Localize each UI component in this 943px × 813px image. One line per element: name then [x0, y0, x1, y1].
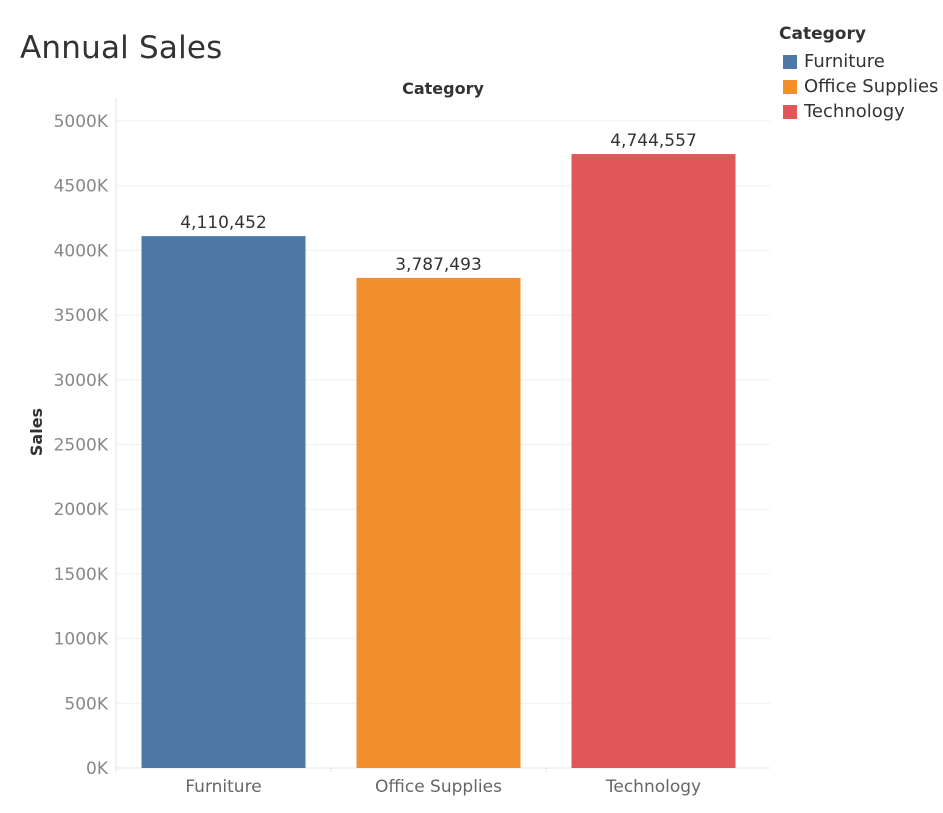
y-tick-label: 500K	[64, 694, 108, 714]
x-tick-label: Technology	[605, 777, 701, 797]
legend-swatch-office-supplies	[783, 79, 797, 94]
legend-label: Office Supplies	[804, 76, 939, 97]
legend-title: Category	[779, 24, 866, 44]
y-tick-label: 0K	[86, 759, 109, 779]
y-tick-label: 5000K	[54, 112, 109, 132]
bar-value-label: 4,110,452	[180, 213, 267, 233]
y-tick-label: 2500K	[54, 436, 109, 456]
chart-title: Annual Sales	[20, 30, 223, 66]
x-tick-label: Furniture	[185, 777, 261, 797]
legend-item-technology[interactable]: Technology	[779, 99, 941, 124]
y-tick-label: 3500K	[54, 306, 109, 326]
legend-label: Technology	[804, 101, 905, 122]
bar-value-label: 3,787,493	[395, 255, 482, 275]
legend-swatch-technology	[783, 104, 797, 119]
legend-swatch-furniture	[783, 54, 797, 69]
y-tick-label: 1000K	[54, 630, 109, 650]
bar-office-supplies	[356, 277, 521, 768]
y-axis-title: Sales	[27, 408, 46, 456]
y-tick-label: 1500K	[54, 565, 109, 585]
x-tick-label: Office Supplies	[375, 777, 502, 797]
y-tick-label: 3000K	[54, 371, 109, 391]
legend-item-office-supplies[interactable]: Office Supplies	[779, 74, 941, 99]
y-tick-label: 4500K	[54, 177, 109, 197]
x-axis-title: Category	[402, 79, 484, 98]
legend-label: Furniture	[804, 51, 885, 72]
legend-item-furniture[interactable]: Furniture	[779, 49, 941, 74]
y-tick-label: 4000K	[54, 241, 109, 261]
bar-furniture	[141, 236, 306, 768]
y-tick-label: 2000K	[54, 500, 109, 520]
legend: Category Furniture Office Supplies Techn…	[779, 24, 941, 124]
bar-value-label: 4,744,557	[610, 131, 697, 151]
bar-technology	[571, 154, 736, 768]
